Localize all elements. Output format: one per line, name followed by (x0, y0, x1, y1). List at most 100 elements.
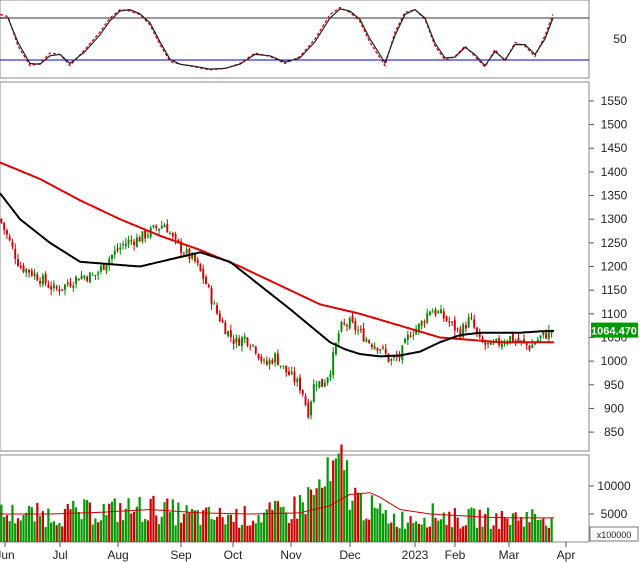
price-tick-label: 1400 (601, 165, 628, 179)
price-candle (487, 342, 489, 344)
volume-bar (406, 522, 409, 542)
volume-bar (500, 510, 503, 542)
volume-bar (464, 525, 468, 542)
volume-bar (318, 479, 321, 542)
price-candle (108, 258, 111, 266)
volume-bar (83, 499, 86, 542)
volume-bar (177, 502, 180, 542)
volume-bar (110, 501, 114, 542)
volume-bar (30, 507, 33, 542)
volume-bar (271, 509, 274, 542)
volume-bar (337, 453, 340, 542)
price-candle (440, 309, 442, 314)
price-candle (72, 285, 75, 288)
volume-bar (381, 513, 385, 542)
volume-bar (243, 506, 246, 542)
volume-bar (25, 512, 28, 542)
price-candle (357, 330, 360, 332)
volume-bar (55, 525, 58, 542)
price-candle (453, 319, 456, 331)
volume-bar (470, 507, 473, 542)
price-candle (459, 329, 462, 338)
volume-bar (486, 507, 490, 542)
volume-bar (445, 524, 448, 542)
volume-bar (235, 508, 238, 542)
price-candle (260, 356, 263, 361)
price-tick-label: 900 (604, 401, 624, 415)
price-candle (158, 228, 160, 231)
price-candle (285, 365, 288, 373)
volume-bar (155, 515, 158, 542)
volume-bar (97, 522, 100, 542)
volume-bar (343, 470, 346, 542)
price-tick-label: 1100 (601, 307, 627, 321)
volume-bar (348, 509, 351, 542)
price-candle (340, 321, 343, 332)
volume-bar (105, 515, 108, 542)
volume-bar (50, 522, 53, 542)
price-candle (359, 329, 362, 331)
price-candle (412, 334, 415, 336)
volume-bar (428, 526, 432, 542)
volume-unit-label: x100000 (589, 526, 639, 542)
volume-bar (182, 513, 185, 542)
price-candle (193, 253, 196, 262)
price-candle (88, 272, 91, 283)
price-candle (348, 318, 351, 329)
x-tick-label: Oct (224, 548, 243, 562)
price-candle (426, 313, 429, 323)
price-candle (346, 325, 348, 327)
price-candle (368, 340, 371, 343)
volume-bar (309, 489, 313, 542)
volume-bar (497, 528, 501, 542)
price-candle (205, 277, 207, 285)
x-tick-label: Apr (557, 548, 576, 562)
volume-bar (5, 515, 9, 542)
volume-bar (412, 522, 415, 542)
price-panel (0, 81, 590, 452)
volume-bar (260, 522, 263, 542)
volume-bar (285, 512, 288, 542)
volume-bar (232, 521, 235, 542)
price-candle (525, 343, 528, 346)
volume-bar (492, 525, 495, 542)
volume-bar (509, 524, 512, 542)
volume-bar (379, 503, 382, 542)
price-candle (423, 321, 426, 323)
volume-bar (77, 511, 80, 542)
price-candle (182, 253, 185, 255)
volume-bar (8, 521, 11, 542)
price-candle (240, 337, 243, 347)
volume-bar (265, 509, 268, 542)
price-candle (387, 353, 390, 362)
volume-bar (514, 512, 517, 542)
volume-bar (246, 525, 249, 542)
price-candle (312, 384, 315, 403)
volume-bar (33, 521, 36, 542)
price-candle (415, 328, 418, 335)
volume-bar (511, 513, 515, 542)
volume-bar (323, 486, 326, 542)
price-candle (381, 346, 384, 348)
price-candle (334, 342, 337, 355)
x-tick-label: Dec (339, 548, 360, 562)
price-candle (66, 282, 69, 285)
volume-bar (254, 523, 257, 542)
volume-bar (66, 503, 69, 542)
price-candle (534, 343, 536, 345)
price-candle (11, 241, 14, 247)
price-tick-label: 1000 (601, 354, 628, 368)
volume-bar (14, 523, 17, 542)
volume-bar (321, 487, 324, 542)
volume-bar (207, 506, 210, 542)
volume-bar (395, 526, 398, 542)
volume-bar (193, 510, 197, 542)
volume-bar (262, 512, 266, 542)
volume-bar (218, 507, 221, 542)
x-tick-label: 2023 (402, 548, 429, 562)
price-candle (69, 282, 72, 287)
volume-bar (392, 513, 396, 542)
price-candle (36, 274, 39, 281)
volume-average-line (0, 492, 554, 519)
volume-bar (356, 492, 360, 542)
